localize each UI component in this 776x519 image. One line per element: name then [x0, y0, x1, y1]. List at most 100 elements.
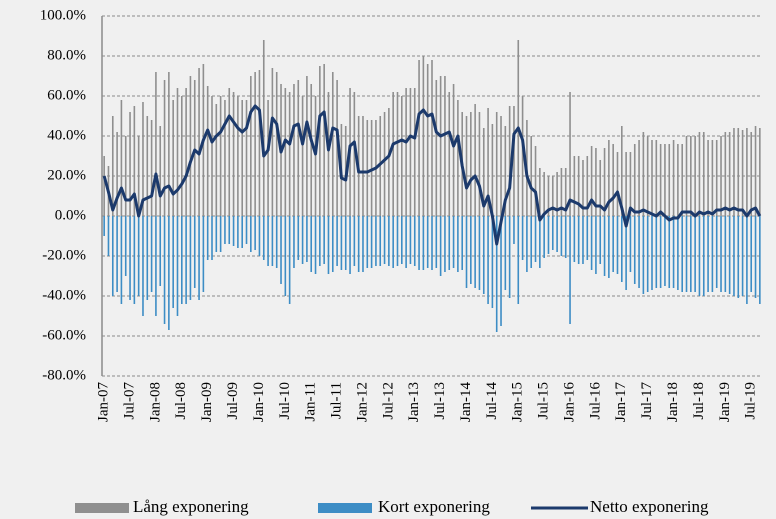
x-tick-label: Jan-11: [303, 382, 319, 421]
bar: [534, 216, 537, 262]
bar: [724, 132, 727, 216]
bar: [625, 216, 627, 290]
x-tick-label: Jan-18: [665, 382, 681, 422]
bar: [146, 116, 149, 216]
bar: [245, 100, 248, 216]
x-tick-label: Jul-19: [743, 382, 759, 420]
y-tick-label: -20.0%: [42, 247, 86, 263]
bar: [275, 72, 278, 216]
bar: [237, 216, 239, 248]
bar: [521, 216, 524, 260]
bar: [694, 216, 696, 292]
bar: [690, 136, 692, 216]
bar: [470, 216, 472, 284]
bar: [741, 130, 744, 216]
bar: [612, 216, 614, 272]
bar: [284, 88, 287, 216]
bar: [513, 216, 515, 244]
bar: [715, 140, 718, 216]
x-tick-label: Jul-09: [225, 382, 241, 420]
bar: [306, 76, 308, 216]
bar: [608, 140, 610, 216]
x-tick-label: Jan-08: [147, 382, 163, 422]
bar: [474, 104, 476, 216]
bar: [672, 216, 675, 288]
x-tick-label: Jan-07: [96, 382, 112, 422]
bar: [504, 126, 507, 216]
bar: [616, 216, 619, 274]
bar: [435, 80, 438, 216]
bar: [431, 216, 433, 270]
bar: [133, 106, 136, 216]
x-tick-label: Jul-14: [484, 382, 500, 420]
bar: [103, 216, 105, 236]
bar: [116, 216, 118, 292]
legend-swatch: [75, 503, 129, 513]
bar: [215, 216, 218, 252]
bar: [465, 216, 468, 288]
bar: [629, 152, 632, 216]
bar: [513, 106, 515, 216]
bar: [517, 216, 520, 304]
bar: [431, 60, 433, 216]
bar: [370, 120, 373, 216]
bar: [625, 152, 627, 216]
bar: [396, 92, 399, 216]
bar: [189, 76, 192, 216]
bar: [198, 216, 200, 300]
bar: [573, 156, 576, 216]
bar: [746, 216, 748, 304]
bar: [211, 96, 213, 216]
x-tick-label: Jan-10: [251, 382, 267, 422]
bar: [146, 216, 149, 300]
bar: [698, 216, 701, 296]
bar: [569, 216, 571, 324]
bar: [659, 216, 662, 288]
bar: [539, 168, 541, 216]
bar: [668, 216, 671, 288]
x-tick-label: Jul-17: [639, 382, 655, 420]
bar: [349, 216, 351, 274]
bar: [366, 216, 369, 268]
x-tick-label: Jan-17: [613, 382, 629, 422]
bar: [474, 216, 476, 288]
bar: [142, 102, 144, 216]
legend-swatch: [318, 503, 372, 513]
bar: [405, 216, 407, 268]
bar: [590, 146, 593, 216]
bar: [599, 216, 602, 264]
bar: [452, 216, 455, 268]
bar: [737, 216, 740, 298]
legend-label: Lång exponering: [133, 497, 249, 516]
bar: [314, 216, 317, 274]
bar: [621, 216, 623, 282]
x-tick-label: Jul-16: [587, 382, 603, 420]
bar: [694, 136, 696, 216]
bar: [241, 100, 243, 216]
bar: [357, 216, 360, 272]
bar: [228, 88, 231, 216]
bar: [551, 216, 554, 250]
bar: [582, 160, 584, 216]
bar: [172, 216, 174, 308]
bar: [759, 216, 761, 304]
bar: [124, 136, 127, 216]
bar: [547, 176, 550, 216]
bar: [500, 116, 502, 216]
x-tick-label: Jul-08: [173, 382, 189, 420]
bar: [206, 86, 209, 216]
bar: [116, 132, 118, 216]
bar: [336, 216, 338, 266]
bar: [280, 216, 282, 284]
bar: [707, 216, 709, 292]
bar: [353, 92, 356, 216]
bar: [267, 100, 269, 216]
bar: [310, 84, 313, 216]
bar: [590, 216, 593, 270]
bar: [418, 216, 420, 270]
bar: [388, 216, 390, 266]
bar: [422, 216, 425, 270]
legend-label: Netto exponering: [590, 497, 709, 516]
bar: [336, 80, 338, 216]
